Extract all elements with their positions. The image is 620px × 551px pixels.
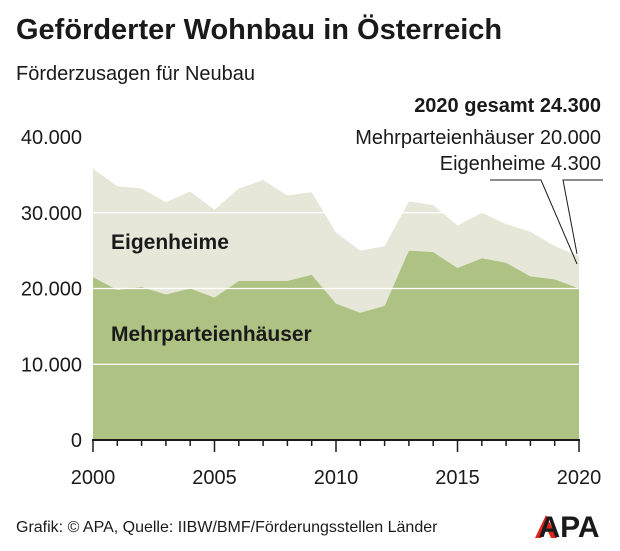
y-tick-label: 20.000 xyxy=(21,279,82,301)
chart-subtitle: Förderzusagen für Neubau xyxy=(16,63,256,85)
y-tick-label: 40.000 xyxy=(21,127,82,149)
leader-line-eigenheime xyxy=(562,179,603,255)
x-tick-label: 2010 xyxy=(314,467,359,489)
y-tick-label: 10.000 xyxy=(21,354,82,376)
series-label-eigenheime: Eigenheime xyxy=(111,231,229,254)
annotation-mehrpartei: Mehrparteienhäuser 20.000 xyxy=(355,127,601,149)
area-eigenheime xyxy=(93,168,579,313)
apa-logo: APA xyxy=(533,507,605,544)
area-mehrparteienhaeuser xyxy=(93,250,579,440)
x-tick-label: 2000 xyxy=(71,467,116,489)
y-tick-label: 0 xyxy=(71,430,82,452)
x-tick-label: 2015 xyxy=(435,467,480,489)
source-note: Grafik: © APA, Quelle: IIBW/BMF/Förderun… xyxy=(16,519,438,536)
annotation-total: 2020 gesamt 24.300 xyxy=(414,95,601,117)
x-tick-label: 2005 xyxy=(192,467,237,489)
y-tick-label: 30.000 xyxy=(21,203,82,225)
series-label-mehrparteienhaeuser: Mehrparteienhäuser xyxy=(111,323,312,346)
chart-title: Geförderter Wohnbau in Österreich xyxy=(16,14,503,46)
annotation-eigenheime: Eigenheime 4.300 xyxy=(440,153,601,175)
logo-text: APA xyxy=(538,511,599,541)
x-tick-label: 2020 xyxy=(557,467,602,489)
leader-line-mehrpartei xyxy=(490,179,578,265)
